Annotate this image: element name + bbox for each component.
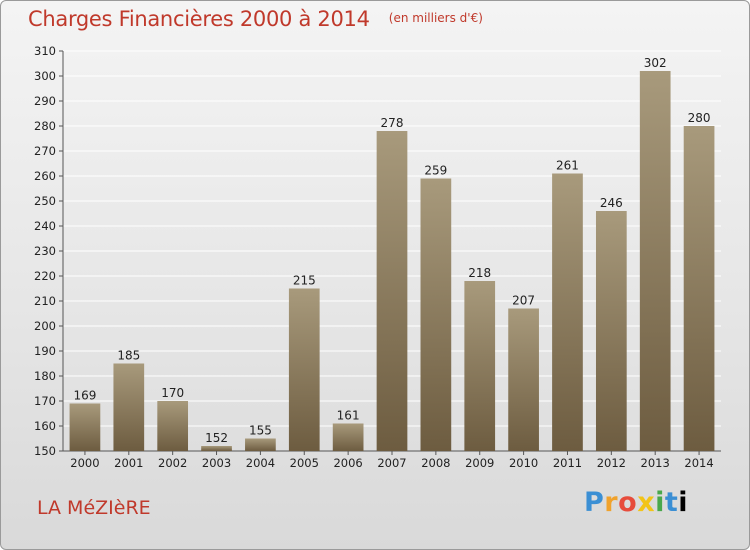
y-tick-label: 190 (34, 344, 56, 358)
data-label: 280 (688, 111, 711, 125)
y-tick-label: 270 (34, 144, 56, 158)
bar-layer: 169 185 170 152 155 215 161 278 259 218 207 261 246 3… (69, 56, 715, 451)
data-label: 261 (556, 159, 579, 173)
x-tick-label: 2003 (202, 456, 231, 470)
y-tick-label: 250 (34, 194, 56, 208)
x-tick-label: 2014 (684, 456, 713, 470)
y-tick-label: 280 (34, 119, 56, 133)
data-label: 215 (293, 274, 316, 288)
x-tick-label: 2004 (246, 456, 275, 470)
bar (552, 173, 583, 451)
data-label: 161 (337, 409, 360, 423)
data-label: 278 (381, 116, 404, 130)
logo-letter: o (618, 487, 638, 518)
y-tick-label: 260 (34, 169, 56, 183)
data-label: 246 (600, 196, 623, 210)
bar (639, 71, 671, 451)
logo-letter: r (604, 487, 619, 518)
y-tick-label: 200 (34, 319, 56, 333)
bar (683, 126, 715, 451)
x-tick-label: 2011 (553, 456, 582, 470)
y-tick-label: 290 (34, 94, 56, 108)
logo-letter: x (637, 487, 656, 518)
x-tick-label: 2005 (290, 456, 319, 470)
y-tick-label: 160 (34, 419, 56, 433)
chart-subtitle: (en milliers d'€) (388, 11, 483, 25)
chart-title: Charges Financières 2000 à 2014 (28, 7, 370, 31)
y-tick-label: 170 (34, 394, 56, 408)
data-label: 185 (117, 349, 140, 363)
y-tick-label: 220 (34, 269, 56, 283)
y-tick-label: 210 (34, 294, 56, 308)
bar (332, 423, 364, 451)
data-label: 218 (468, 266, 491, 280)
data-label: 207 (512, 294, 535, 308)
commune-name: LA MéZIèRE (37, 497, 151, 519)
data-label: 302 (644, 56, 667, 70)
y-tick-label: 240 (34, 219, 56, 233)
logo-letter: t (664, 487, 679, 518)
data-label: 170 (161, 386, 184, 400)
x-tick-label: 2008 (421, 456, 450, 470)
y-tick-label: 180 (34, 369, 56, 383)
y-tick-label: 300 (34, 69, 56, 83)
proxiti-logo[interactable]: Proxiti (584, 487, 688, 518)
y-tick-label: 150 (34, 444, 56, 458)
bar (508, 308, 539, 451)
logo-letter: i (678, 487, 689, 518)
bar (288, 288, 320, 451)
y-tick-label: 230 (34, 244, 56, 258)
bar (376, 131, 408, 451)
x-tick-label: 2009 (465, 456, 494, 470)
x-tick-label: 2010 (509, 456, 538, 470)
bar (595, 211, 627, 451)
data-label: 155 (249, 424, 272, 438)
x-tick-label: 2006 (333, 456, 362, 470)
data-label: 259 (424, 164, 447, 178)
x-tick-label: 2013 (641, 456, 670, 470)
bar (420, 178, 452, 451)
data-label: 169 (73, 389, 96, 403)
bar (464, 281, 496, 451)
bar (157, 401, 189, 451)
data-label: 152 (205, 431, 228, 445)
logo-letter: P (584, 487, 605, 518)
bar (245, 438, 276, 451)
y-tick-label: 310 (34, 44, 56, 58)
x-tick-label: 2001 (114, 456, 143, 470)
x-tick-label: 2000 (70, 456, 99, 470)
x-tick-label: 2002 (158, 456, 187, 470)
logo-letter: i (655, 487, 665, 518)
bar (69, 403, 101, 451)
chart-title-block: Charges Financières 2000 à 2014 (en mill… (28, 7, 483, 31)
bar (201, 446, 232, 451)
x-tick-label: 2012 (597, 456, 626, 470)
x-tick-label: 2007 (377, 456, 406, 470)
bar (113, 363, 145, 451)
